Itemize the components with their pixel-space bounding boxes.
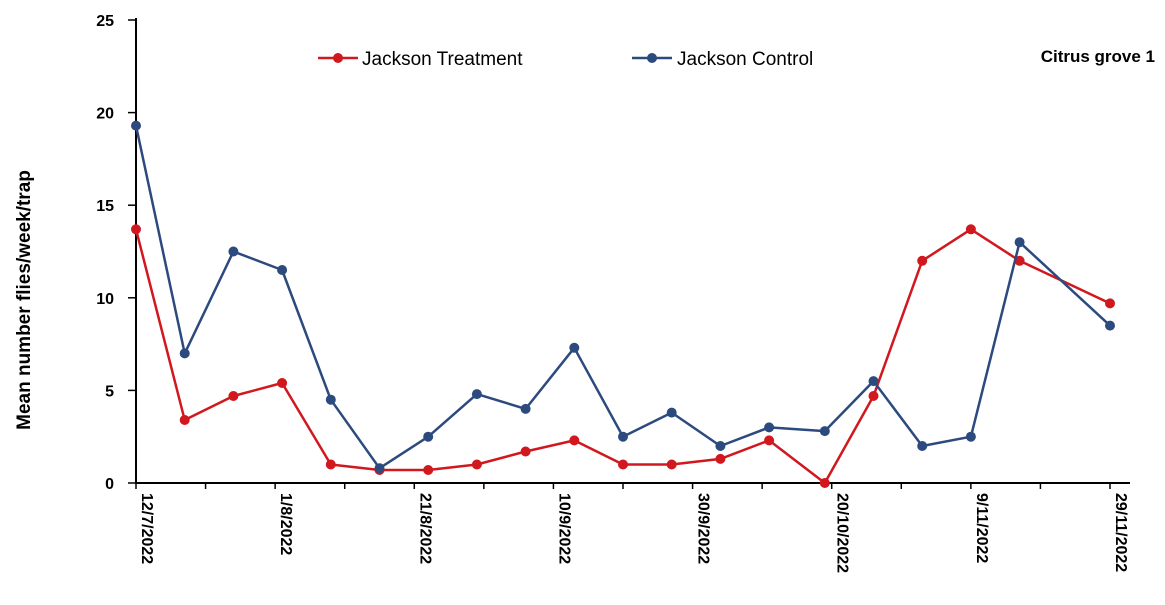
data-point <box>277 378 288 388</box>
data-point <box>965 431 976 442</box>
data-point <box>1014 255 1025 266</box>
series-0 <box>131 224 1115 488</box>
y-axis-ticks: 0 5 10 15 20 25 <box>96 13 136 493</box>
data-point <box>715 453 726 464</box>
x-tick-label: 30/9/2022 <box>695 493 712 564</box>
data-point <box>471 459 482 470</box>
data-point <box>471 389 482 400</box>
data-point <box>325 394 336 405</box>
x-tick-label: 1/8/2022 <box>277 493 294 555</box>
data-point <box>868 376 879 387</box>
data-point <box>715 441 726 451</box>
data-point <box>819 426 830 437</box>
data-point <box>179 415 190 425</box>
y-tick-label: 25 <box>96 13 114 30</box>
data-point <box>228 391 239 401</box>
data-point <box>868 391 879 401</box>
data-point <box>917 255 928 266</box>
data-point <box>131 224 141 235</box>
series-layer <box>131 120 1115 488</box>
series-line <box>134 125 1111 470</box>
y-tick-label: 5 <box>105 383 114 400</box>
data-point <box>325 459 336 470</box>
x-tick-label: 9/11/2022 <box>973 493 990 563</box>
data-point <box>131 120 141 131</box>
legend-label-control: Jackson Control <box>677 49 813 70</box>
data-point <box>618 431 628 442</box>
data-point <box>965 224 976 235</box>
data-point <box>917 441 928 451</box>
series-1 <box>131 120 1115 474</box>
data-point <box>666 459 677 470</box>
data-point <box>520 403 531 414</box>
legend-label-treatment: Jackson Treatment <box>362 49 523 70</box>
x-tick-label: 10/9/2022 <box>555 493 572 564</box>
y-tick-label: 20 <box>96 106 114 123</box>
data-point <box>423 465 434 475</box>
data-point <box>179 348 190 359</box>
data-point <box>764 435 775 446</box>
x-tick-label: 21/8/2022 <box>416 493 433 564</box>
series-line <box>134 228 1111 485</box>
y-tick-label: 15 <box>96 198 114 215</box>
data-point <box>764 422 775 433</box>
chart-title: Citrus grove 1 <box>1041 47 1155 66</box>
y-tick-label: 10 <box>96 291 114 308</box>
legend-marker-treatment <box>333 53 343 63</box>
data-point <box>228 246 239 257</box>
data-point <box>666 407 677 418</box>
x-tick-label: 12/7/2022 <box>138 493 155 564</box>
data-point <box>1105 298 1115 309</box>
legend: Jackson Treatment Jackson Control <box>318 49 813 70</box>
y-axis-label: Mean number flies/week/trap <box>14 170 35 430</box>
data-point <box>569 342 580 353</box>
data-point <box>1014 237 1025 248</box>
legend-marker-control <box>647 53 657 63</box>
data-point <box>277 265 288 275</box>
data-point <box>520 446 531 457</box>
data-point <box>423 431 434 442</box>
data-point <box>618 459 628 470</box>
x-tick-label: 20/10/2022 <box>834 493 851 573</box>
data-point <box>819 478 830 488</box>
data-point <box>1105 320 1115 331</box>
x-axis-ticks: 12/7/2022 1/8/2022 21/8/2022 10/9/2022 30/9/… <box>135 483 1129 573</box>
data-point <box>569 435 580 446</box>
x-tick-label: 29/11/2022 <box>1112 493 1129 572</box>
y-tick-label: 0 <box>105 476 114 493</box>
data-point <box>374 463 385 474</box>
